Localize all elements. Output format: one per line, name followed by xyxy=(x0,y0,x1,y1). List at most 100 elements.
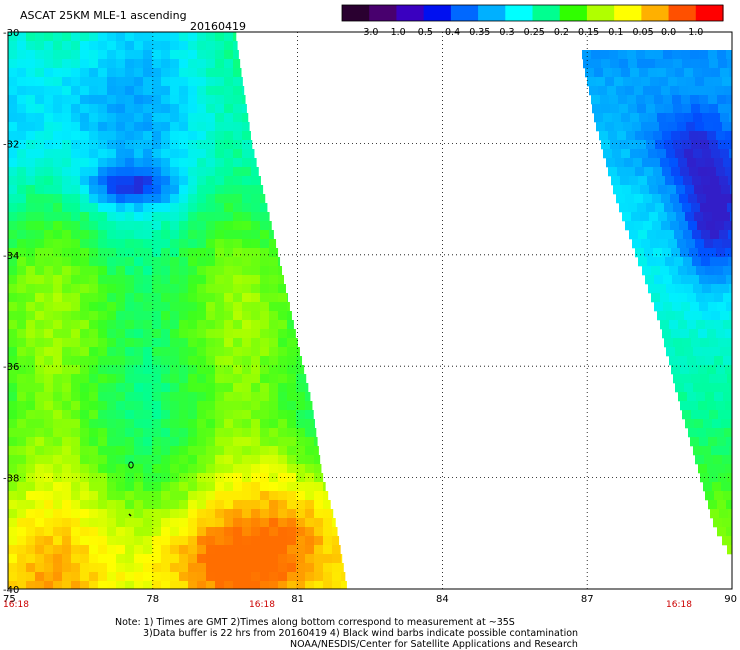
swath-cell xyxy=(8,275,18,285)
swath-cell xyxy=(98,311,108,321)
swath-cell xyxy=(53,509,63,519)
swath-cell xyxy=(71,320,81,330)
swath-cell xyxy=(224,455,234,465)
swath-cell xyxy=(718,104,728,114)
contamination-marker xyxy=(128,461,134,469)
swath-cell xyxy=(89,266,99,276)
swath-cell xyxy=(161,437,171,447)
swath-cell xyxy=(618,50,628,60)
swath-cell xyxy=(682,104,692,114)
swath-cell xyxy=(71,311,81,321)
swath-cell xyxy=(662,329,672,339)
swath-cell xyxy=(305,491,315,501)
swath-cell xyxy=(71,482,81,492)
swath-cell xyxy=(233,572,243,582)
swath-cell xyxy=(170,257,180,267)
swath-cell xyxy=(197,149,207,159)
swath-cell xyxy=(179,473,189,483)
swath-cell xyxy=(305,464,315,474)
swath-cell xyxy=(224,563,234,573)
swath-cell xyxy=(53,131,63,141)
swath-cell xyxy=(698,248,708,258)
swath-cell xyxy=(673,140,683,150)
swath-cell xyxy=(197,95,207,105)
swath-cell xyxy=(71,122,81,132)
swath-cell xyxy=(660,266,670,276)
swath-cell xyxy=(53,293,63,303)
swath-cell xyxy=(278,374,288,384)
swath-cell xyxy=(287,455,297,465)
colorbar-segment xyxy=(505,5,534,21)
swath-cell xyxy=(215,581,225,590)
swath-cell xyxy=(89,248,99,258)
swath-cell xyxy=(17,482,27,492)
swath-cell xyxy=(269,572,279,582)
swath-cell xyxy=(197,347,207,357)
swath-cell xyxy=(161,446,171,456)
swath-cell xyxy=(125,95,135,105)
swath-cell xyxy=(35,203,45,213)
swath-cell xyxy=(44,275,54,285)
swath-cell xyxy=(188,383,198,393)
swath-cell xyxy=(332,536,340,546)
swath-cell xyxy=(125,464,135,474)
swath-cell xyxy=(323,572,333,582)
swath-cell xyxy=(98,437,108,447)
swath-cell xyxy=(161,32,171,42)
swath-cell xyxy=(71,455,81,465)
swath-cell xyxy=(53,149,63,159)
swath-cell xyxy=(619,140,629,150)
swath-cell xyxy=(188,41,198,51)
swath-cell xyxy=(107,347,117,357)
swath-cell xyxy=(629,176,639,186)
swath-cell xyxy=(125,365,135,375)
swath-cell xyxy=(44,338,54,348)
swath-cell xyxy=(224,257,234,267)
swath-cell xyxy=(242,311,252,321)
swath-cell xyxy=(197,338,207,348)
swath-cell xyxy=(215,248,225,258)
swath-cell xyxy=(179,59,189,69)
swath-cell xyxy=(242,95,246,105)
swath-cell xyxy=(179,356,189,366)
swath-cell xyxy=(17,203,27,213)
swath-cell xyxy=(71,77,81,87)
swath-cell xyxy=(179,104,189,114)
swath-cell xyxy=(17,347,27,357)
swath-cell xyxy=(125,338,135,348)
swath-cell xyxy=(134,275,144,285)
swath-cell xyxy=(143,50,153,60)
swath-cell xyxy=(601,104,611,114)
swath-cell xyxy=(649,212,659,222)
swath-cell xyxy=(188,581,198,590)
swath-cell xyxy=(680,248,690,258)
swath-cell xyxy=(708,95,718,105)
swath-cell xyxy=(44,365,54,375)
swath-cell xyxy=(44,347,54,357)
swath-cell xyxy=(278,518,288,528)
swath-cell xyxy=(296,356,303,366)
swath-cell xyxy=(107,140,117,150)
swath-cell xyxy=(125,230,135,240)
swath-cell xyxy=(80,158,90,168)
swath-cell xyxy=(215,464,225,474)
swath-cell xyxy=(206,41,216,51)
swath-cell xyxy=(62,311,72,321)
swath-cell xyxy=(170,356,180,366)
swath-cell xyxy=(705,392,715,402)
swath-cell xyxy=(698,167,708,177)
swath-cell xyxy=(197,185,207,195)
swath-cell xyxy=(143,482,153,492)
swath-cell xyxy=(35,464,45,474)
swath-cell xyxy=(725,248,733,258)
swath-cell xyxy=(71,284,81,294)
swath-cell xyxy=(206,482,216,492)
swath-cell xyxy=(224,383,234,393)
x-tick-label: 87 xyxy=(581,594,594,605)
swath-cell xyxy=(170,365,180,375)
swath-cell xyxy=(62,329,72,339)
swath-cell xyxy=(242,518,252,528)
swath-cell xyxy=(616,86,626,96)
swath-cell xyxy=(215,293,225,303)
swath-cell xyxy=(215,554,225,564)
